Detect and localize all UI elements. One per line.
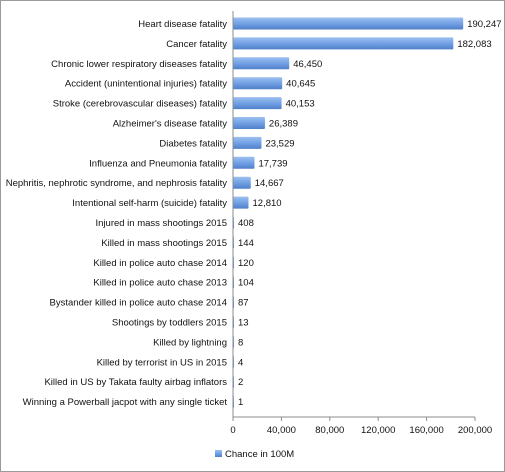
bar xyxy=(233,17,464,30)
bar xyxy=(233,97,282,110)
category-label: Killed in police auto chase 2014 xyxy=(93,258,227,269)
bar xyxy=(233,117,265,129)
category-label: Winning a Powerball jacpot with any sing… xyxy=(23,397,228,408)
category-label: Killed by lightning xyxy=(153,337,227,348)
value-label: 17,739 xyxy=(258,158,287,169)
category-label: Shootings by toddlers 2015 xyxy=(112,318,227,329)
bar xyxy=(233,37,454,50)
value-label: 408 xyxy=(238,218,254,229)
category-label: Intentional self-harm (suicide) fatality xyxy=(72,198,227,209)
bar xyxy=(233,57,290,70)
value-label: 104 xyxy=(238,278,254,289)
category-label: Killed in mass shootings 2015 xyxy=(101,238,227,249)
category-label: Diabetes fatality xyxy=(159,138,227,149)
value-label: 14,667 xyxy=(255,178,284,189)
value-label: 182,083 xyxy=(457,39,491,50)
value-label: 40,153 xyxy=(286,99,315,110)
x-tick-label: 40,000 xyxy=(267,425,296,436)
bar xyxy=(233,77,283,90)
category-label: Cancer fatality xyxy=(166,39,227,50)
category-label: Influenza and Pneumonia fatality xyxy=(89,158,227,169)
value-label: 190,247 xyxy=(467,19,501,30)
value-label: 40,645 xyxy=(286,79,315,90)
x-tick-label: 120,000 xyxy=(361,425,395,436)
category-label: Heart disease fatality xyxy=(138,19,227,30)
category-label: Bystander killed in police auto chase 20… xyxy=(50,298,227,309)
x-tick-label: 200,000 xyxy=(458,425,492,436)
value-label: 26,389 xyxy=(269,119,298,130)
category-label: Chronic lower respiratory diseases fatal… xyxy=(51,59,227,70)
category-label: Nephritis, nephrotic syndrome, and nephr… xyxy=(6,178,228,189)
value-label: 1 xyxy=(238,397,243,408)
value-label: 87 xyxy=(238,298,249,309)
value-label: 23,529 xyxy=(265,138,294,149)
legend-label: Chance in 100M xyxy=(225,449,294,460)
x-tick-label: 0 xyxy=(230,425,235,436)
legend-swatch xyxy=(215,450,222,457)
x-tick-label: 160,000 xyxy=(409,425,443,436)
value-label: 46,450 xyxy=(293,59,322,70)
value-label: 2 xyxy=(238,377,243,388)
value-label: 144 xyxy=(238,238,254,249)
bar xyxy=(233,156,255,169)
bar xyxy=(233,176,251,189)
bar xyxy=(233,136,262,149)
value-label: 4 xyxy=(238,357,243,368)
bar xyxy=(233,196,249,209)
category-label: Injured in mass shootings 2015 xyxy=(96,218,228,229)
category-label: Accident (unintentional injuries) fatali… xyxy=(65,79,227,90)
category-label: Killed in police auto chase 2013 xyxy=(93,278,227,289)
category-label: Stroke (cerebrovascular diseases) fatali… xyxy=(53,99,227,110)
value-label: 13 xyxy=(238,318,249,329)
category-label: Alzheimer's disease fatality xyxy=(113,119,228,130)
category-label: Killed in US by Takata faulty airbag inf… xyxy=(44,377,227,388)
value-label: 12,810 xyxy=(253,198,282,209)
category-label: Killed by terrorist in US in 2015 xyxy=(97,357,227,368)
x-tick-label: 80,000 xyxy=(315,425,344,436)
value-label: 8 xyxy=(238,337,243,348)
value-label: 120 xyxy=(238,258,254,269)
